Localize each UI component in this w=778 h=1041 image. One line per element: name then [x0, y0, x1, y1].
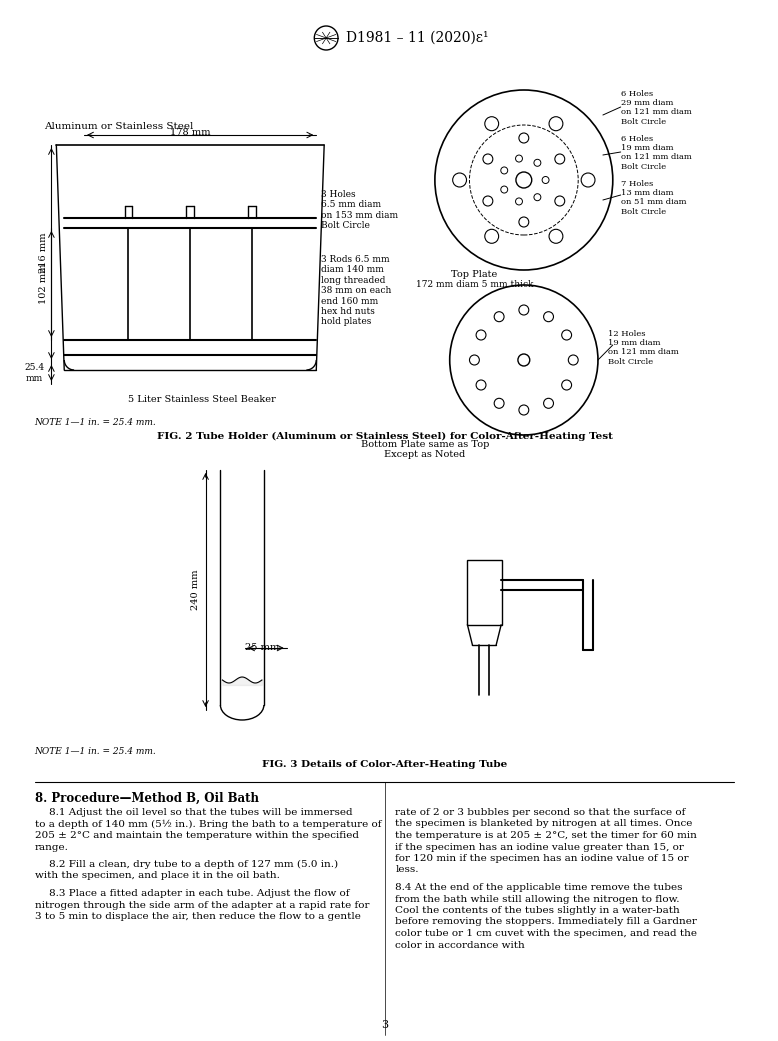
Text: 8.4 At the end of the applicable time remove the tubes: 8.4 At the end of the applicable time re… — [395, 883, 683, 892]
Text: 12 Holes
19 mm diam
on 121 mm diam
Bolt Circle: 12 Holes 19 mm diam on 121 mm diam Bolt … — [608, 330, 678, 365]
Text: 5 Liter Stainless Steel Beaker: 5 Liter Stainless Steel Beaker — [128, 395, 276, 404]
Text: rate of 2 or 3 bubbles per second so that the surface of: rate of 2 or 3 bubbles per second so tha… — [395, 808, 685, 817]
Text: 8.1 Adjust the oil level so that the tubes will be immersed: 8.1 Adjust the oil level so that the tub… — [50, 808, 353, 817]
Text: 205 ± 2°C and maintain the temperature within the specified: 205 ± 2°C and maintain the temperature w… — [34, 831, 359, 840]
Text: FIG. 3 Details of Color-After-Heating Tube: FIG. 3 Details of Color-After-Heating Tu… — [262, 760, 507, 769]
Text: for 120 min if the specimen has an iodine value of 15 or: for 120 min if the specimen has an iodin… — [395, 854, 689, 863]
Text: NOTE 1—1 in. = 25.4 mm.: NOTE 1—1 in. = 25.4 mm. — [34, 418, 156, 427]
Text: 25.4
mm: 25.4 mm — [25, 363, 44, 383]
Text: from the bath while still allowing the nitrogen to flow.: from the bath while still allowing the n… — [395, 894, 680, 904]
Text: 172 mm diam 5 mm thick: 172 mm diam 5 mm thick — [415, 280, 533, 289]
Text: 7 Holes
13 mm diam
on 51 mm diam
Bolt Circle: 7 Holes 13 mm diam on 51 mm diam Bolt Ci… — [621, 180, 686, 215]
Text: to a depth of 140 mm (5½ in.). Bring the bath to a temperature of: to a depth of 140 mm (5½ in.). Bring the… — [34, 819, 381, 829]
Text: 6 Holes
29 mm diam
on 121 mm diam
Bolt Circle: 6 Holes 29 mm diam on 121 mm diam Bolt C… — [621, 90, 692, 126]
Text: 25 mm: 25 mm — [245, 643, 279, 652]
Text: 8.3 Place a fitted adapter in each tube. Adjust the flow of: 8.3 Place a fitted adapter in each tube.… — [50, 889, 350, 898]
Text: Aluminum or Stainless Steel: Aluminum or Stainless Steel — [44, 122, 193, 131]
Bar — [468, 560, 502, 625]
Text: 3 to 5 min to displace the air, then reduce the flow to a gentle: 3 to 5 min to displace the air, then red… — [34, 912, 360, 921]
Text: D1981 – 11 (2020)ε¹: D1981 – 11 (2020)ε¹ — [346, 31, 489, 45]
Text: color tube or 1 cm cuvet with the specimen, and read the: color tube or 1 cm cuvet with the specim… — [395, 929, 697, 938]
Text: 216 mm: 216 mm — [39, 233, 48, 273]
Text: NOTE 1—1 in. = 25.4 mm.: NOTE 1—1 in. = 25.4 mm. — [34, 747, 156, 756]
Text: 3 Rods 6.5 mm
diam 140 mm
long threaded
38 mm on each
end 160 mm
hex hd nuts
hol: 3 Rods 6.5 mm diam 140 mm long threaded … — [321, 255, 391, 327]
Text: with the specimen, and place it in the oil bath.: with the specimen, and place it in the o… — [34, 871, 279, 881]
Text: 240 mm: 240 mm — [191, 569, 200, 610]
Text: 8. Procedure—Method B, Oil Bath: 8. Procedure—Method B, Oil Bath — [34, 792, 258, 805]
Text: 102 mm: 102 mm — [39, 263, 48, 304]
Text: color in accordance with: color in accordance with — [395, 940, 525, 949]
Text: Top Plate: Top Plate — [451, 270, 498, 279]
Text: Bottom Plate same as Top
Except as Noted: Bottom Plate same as Top Except as Noted — [361, 440, 489, 459]
Text: 8.2 Fill a clean, dry tube to a depth of 127 mm (5.0 in.): 8.2 Fill a clean, dry tube to a depth of… — [50, 860, 338, 869]
Text: 178 mm: 178 mm — [170, 128, 210, 137]
Text: 3: 3 — [381, 1020, 388, 1030]
Text: if the specimen has an iodine value greater than 15, or: if the specimen has an iodine value grea… — [395, 842, 684, 852]
Text: range.: range. — [34, 842, 68, 852]
Text: nitrogen through the side arm of the adapter at a rapid rate for: nitrogen through the side arm of the ada… — [34, 900, 369, 910]
Text: 6 Holes
19 mm diam
on 121 mm diam
Bolt Circle: 6 Holes 19 mm diam on 121 mm diam Bolt C… — [621, 135, 692, 171]
Text: FIG. 2 Tube Holder (Aluminum or Stainless Steel) for Color-After-Heating Test: FIG. 2 Tube Holder (Aluminum or Stainles… — [156, 432, 612, 441]
Text: the temperature is at 205 ± 2°C, set the timer for 60 min: the temperature is at 205 ± 2°C, set the… — [395, 831, 697, 840]
Text: Cool the contents of the tubes slightly in a water-bath: Cool the contents of the tubes slightly … — [395, 906, 680, 915]
Text: less.: less. — [395, 865, 419, 874]
Text: 3 Holes
6.5 mm diam
on 153 mm diam
Bolt Circle: 3 Holes 6.5 mm diam on 153 mm diam Bolt … — [321, 191, 398, 230]
Text: before removing the stoppers. Immediately fill a Gardner: before removing the stoppers. Immediatel… — [395, 917, 697, 926]
Text: the specimen is blanketed by nitrogen at all times. Once: the specimen is blanketed by nitrogen at… — [395, 819, 692, 829]
